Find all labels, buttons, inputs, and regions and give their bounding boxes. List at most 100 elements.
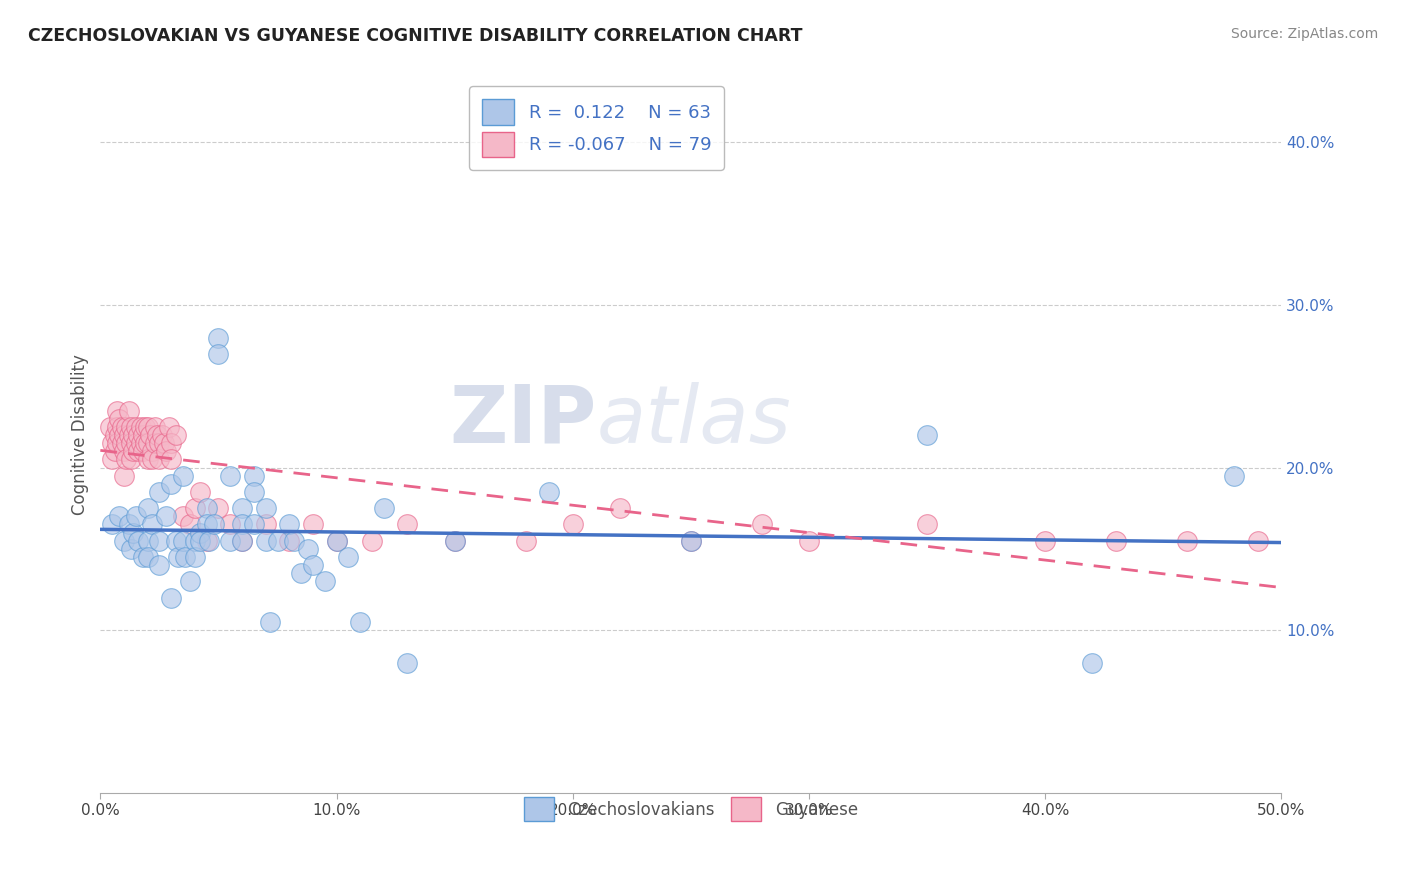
Point (207, 330, 229, 344)
Point (118, 428, 141, 442)
Point (207, 347, 229, 361)
Point (797, 533, 820, 548)
Point (136, 501, 159, 516)
Point (179, 517, 201, 532)
Point (184, 501, 207, 516)
Point (148, 436, 170, 450)
Point (207, 501, 229, 516)
Point (219, 517, 242, 532)
Point (136, 549, 159, 564)
Point (129, 436, 152, 450)
Point (443, 533, 465, 548)
Point (110, 420, 132, 434)
Text: Source: ZipAtlas.com: Source: ZipAtlas.com (1230, 27, 1378, 41)
Point (167, 549, 190, 564)
Point (915, 517, 938, 532)
Point (915, 428, 938, 442)
Point (143, 420, 166, 434)
Point (136, 533, 159, 548)
Point (160, 436, 183, 450)
Point (148, 485, 170, 500)
Point (243, 485, 266, 500)
Text: ZIP: ZIP (449, 382, 596, 459)
Point (184, 549, 207, 564)
Point (122, 525, 145, 540)
Point (141, 444, 163, 458)
Point (278, 517, 301, 532)
Point (127, 533, 149, 548)
Point (141, 517, 163, 532)
Y-axis label: Cognitive Disability: Cognitive Disability (72, 355, 89, 516)
Point (122, 444, 145, 458)
Point (120, 420, 142, 434)
Point (155, 509, 177, 524)
Point (120, 452, 142, 467)
Point (105, 436, 128, 450)
Point (125, 509, 148, 524)
Point (198, 533, 221, 548)
Point (172, 509, 194, 524)
Point (132, 444, 155, 458)
Point (254, 533, 277, 548)
Point (125, 436, 148, 450)
Point (105, 420, 128, 434)
Point (290, 566, 312, 581)
Point (129, 420, 152, 434)
Point (136, 452, 159, 467)
Point (112, 428, 135, 442)
Point (361, 533, 384, 548)
Point (110, 436, 132, 450)
Point (679, 533, 702, 548)
Point (184, 533, 207, 548)
Point (115, 452, 138, 467)
Point (297, 541, 319, 556)
Point (373, 501, 395, 516)
Point (325, 533, 347, 548)
Point (266, 533, 288, 548)
Point (231, 533, 253, 548)
Point (141, 452, 163, 467)
Point (174, 549, 197, 564)
Point (1223, 468, 1246, 483)
Point (105, 403, 128, 417)
Point (155, 444, 177, 458)
Point (314, 574, 336, 589)
Point (337, 549, 360, 564)
Point (202, 517, 225, 532)
Point (115, 436, 138, 450)
Point (101, 517, 124, 532)
Point (112, 444, 135, 458)
Point (160, 476, 183, 491)
Point (160, 591, 183, 605)
Point (443, 533, 465, 548)
Point (125, 420, 148, 434)
Point (165, 533, 187, 548)
Point (139, 428, 162, 442)
Point (136, 420, 159, 434)
Point (188, 485, 211, 500)
Point (148, 452, 170, 467)
Point (108, 411, 131, 425)
Point (396, 517, 419, 532)
Point (561, 517, 583, 532)
Point (243, 517, 266, 532)
Point (153, 436, 176, 450)
Point (188, 533, 211, 548)
Point (108, 509, 131, 524)
Point (1247, 533, 1270, 548)
Point (1105, 533, 1128, 548)
Text: atlas: atlas (596, 382, 792, 459)
Point (134, 436, 156, 450)
Point (538, 485, 561, 500)
Point (195, 533, 218, 548)
Point (101, 436, 124, 450)
Point (127, 428, 149, 442)
Point (302, 517, 325, 532)
Point (231, 533, 253, 548)
Point (254, 501, 277, 516)
Point (254, 517, 277, 532)
Point (134, 420, 156, 434)
Point (609, 501, 631, 516)
Point (219, 468, 242, 483)
Point (160, 452, 183, 467)
